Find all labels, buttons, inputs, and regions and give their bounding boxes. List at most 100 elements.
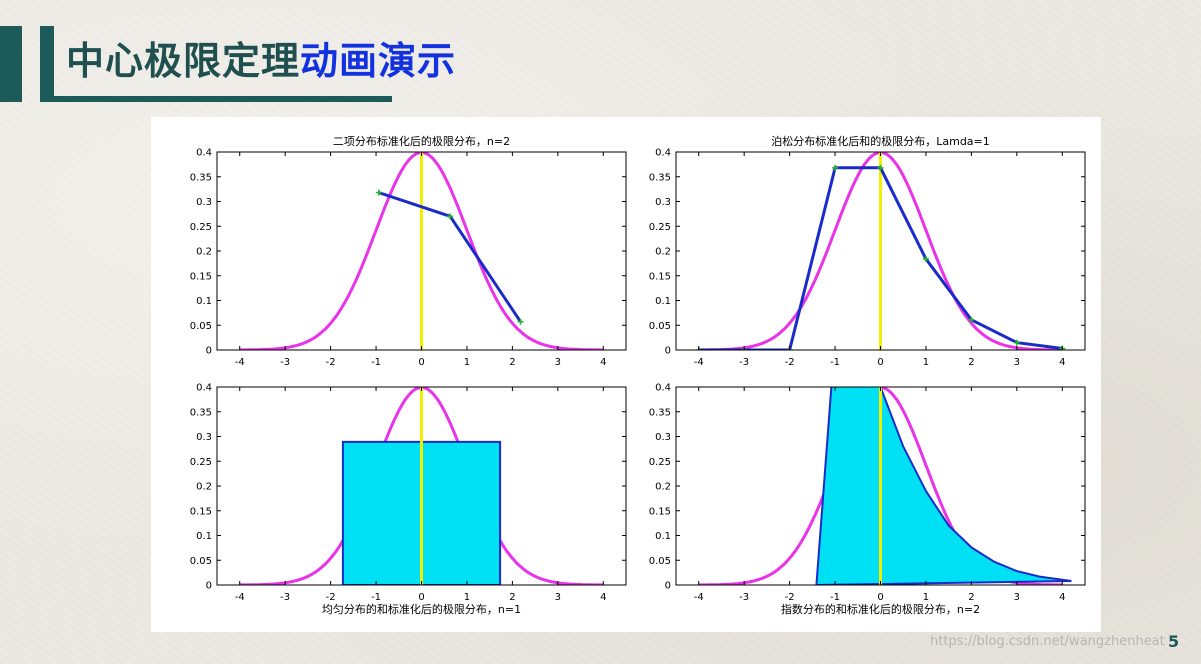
y-tick-label: 0.1 xyxy=(196,531,212,542)
y-tick-label: 0.1 xyxy=(655,296,671,307)
x-tick-label: 3 xyxy=(555,592,561,603)
x-tick-label: -1 xyxy=(830,357,840,368)
data-point xyxy=(1013,339,1020,346)
y-tick-label: 0.3 xyxy=(196,432,212,443)
y-tick-label: 0 xyxy=(665,346,671,357)
x-tick-label: 0 xyxy=(877,592,883,603)
x-tick-label: 1 xyxy=(464,357,470,368)
chart-3: -4 -3 -2 -1 0 1 2 3 4 0 0.05 0.1 0.15 0.2 0.25 0.3 0.35 0… xyxy=(190,383,627,616)
y-tick-label: 0 xyxy=(206,581,212,592)
y-tick-label: 0.05 xyxy=(190,556,212,567)
x-tick-label: 3 xyxy=(1014,357,1020,368)
x-tick-label: -2 xyxy=(785,592,795,603)
data-point xyxy=(968,316,975,323)
y-tick-label: 0.15 xyxy=(190,506,212,517)
chart-title: 指数分布的和标准化后的极限分布，n=2 xyxy=(781,602,980,616)
y-tick-label: 0.2 xyxy=(196,482,212,493)
y-tick-label: 0.05 xyxy=(649,321,671,332)
x-tick-label: -3 xyxy=(280,592,290,603)
y-tick-label: 0.25 xyxy=(649,222,671,233)
watermark: https://blog.csdn.net/wangzhenheat xyxy=(930,634,1165,649)
y-tick-label: 0.1 xyxy=(655,531,671,542)
y-tick-label: 0.1 xyxy=(196,296,212,307)
y-tick-label: 0.35 xyxy=(190,172,212,183)
x-tick-label: -3 xyxy=(739,592,749,603)
chart-panel: -4 -3 -2 -1 0 1 2 3 4 0 0.05 0.1 0.15 0.2 0.25 0.3 0.35 0… xyxy=(151,117,1101,632)
y-tick-label: 0.25 xyxy=(190,457,212,468)
y-tick-label: 0.05 xyxy=(649,556,671,567)
data-point xyxy=(922,255,929,262)
data-point xyxy=(877,164,884,171)
data-point xyxy=(832,164,839,171)
y-tick-label: 0.3 xyxy=(196,197,212,208)
x-tick-label: 0 xyxy=(418,592,424,603)
accent-bar-left xyxy=(0,26,22,102)
x-tick-label: -4 xyxy=(694,357,704,368)
y-tick-label: 0.15 xyxy=(649,506,671,517)
y-tick-label: 0 xyxy=(665,581,671,592)
x-tick-label: -4 xyxy=(235,592,245,603)
x-tick-label: 0 xyxy=(418,357,424,368)
slide-title-part2: 动画演示 xyxy=(300,39,457,83)
slide-title: 中心极限定理动画演示 xyxy=(66,30,456,85)
y-tick-label: 0.35 xyxy=(649,407,671,418)
x-tick-label: -4 xyxy=(235,357,245,368)
plot-area xyxy=(695,152,1066,350)
chart-title: 均匀分布的和标准化后的极限分布，n=1 xyxy=(322,602,521,616)
y-tick-label: 0.2 xyxy=(655,247,671,258)
x-tick-label: -1 xyxy=(371,357,381,368)
y-tick-label: 0.25 xyxy=(190,222,212,233)
x-tick-label: 1 xyxy=(923,357,929,368)
y-tick-label: 0.35 xyxy=(649,172,671,183)
y-tick-label: 0.2 xyxy=(196,247,212,258)
x-tick-label: 1 xyxy=(923,592,929,603)
x-tick-label: 2 xyxy=(968,592,974,603)
x-tick-label: 1 xyxy=(464,592,470,603)
x-tick-label: 2 xyxy=(968,357,974,368)
y-tick-label: 0.3 xyxy=(655,197,671,208)
x-tick-label: 0 xyxy=(877,357,883,368)
y-tick-label: 0.15 xyxy=(649,271,671,282)
x-tick-label: 4 xyxy=(600,592,606,603)
y-tick-label: 0.4 xyxy=(196,383,212,394)
x-tick-label: 4 xyxy=(1059,357,1065,368)
data-point xyxy=(447,213,454,220)
y-tick-label: 0.4 xyxy=(655,148,671,159)
x-tick-label: -3 xyxy=(280,357,290,368)
x-tick-label: -4 xyxy=(694,592,704,603)
x-tick-label: 4 xyxy=(600,357,606,368)
y-tick-label: 0.35 xyxy=(190,407,212,418)
accent-bar-right xyxy=(40,26,54,102)
chart-2: -4 -3 -2 -1 0 1 2 3 4 0 0.05 0.1 0.15 0.2 0.25 0.3 0.35 0… xyxy=(649,134,1086,368)
y-tick-label: 0.3 xyxy=(655,432,671,443)
filled-area xyxy=(815,387,1072,585)
x-tick-label: -3 xyxy=(739,357,749,368)
y-tick-label: 0.4 xyxy=(655,383,671,394)
charts-svg: -4 -3 -2 -1 0 1 2 3 4 0 0.05 0.1 0.15 0.2 0.25 0.3 0.35 0… xyxy=(190,134,1086,616)
plot-area xyxy=(239,152,604,350)
x-tick-label: -2 xyxy=(326,357,336,368)
y-tick-label: 0.25 xyxy=(649,457,671,468)
slide-title-part1: 中心极限定理 xyxy=(66,39,301,83)
data-point xyxy=(517,318,524,325)
chart-title: 泊松分布标准化后和的极限分布，Lamda=1 xyxy=(771,134,990,148)
page-number: 5 xyxy=(1168,632,1180,651)
y-tick-label: 0.15 xyxy=(190,271,212,282)
data-point xyxy=(375,189,382,196)
x-tick-label: 2 xyxy=(509,592,515,603)
chart-title: 二项分布标准化后的极限分布，n=2 xyxy=(333,134,510,148)
y-tick-label: 0.05 xyxy=(190,321,212,332)
x-tick-label: -2 xyxy=(785,357,795,368)
x-tick-label: -2 xyxy=(326,592,336,603)
x-tick-label: 3 xyxy=(1014,592,1020,603)
y-tick-label: 0.2 xyxy=(655,482,671,493)
x-tick-label: 4 xyxy=(1059,592,1065,603)
x-tick-label: -1 xyxy=(830,592,840,603)
chart-4: -4 -3 -2 -1 0 1 2 3 4 0 0.05 0.1 0.15 0.2 0.25 0.3 0.35 0… xyxy=(649,383,1086,616)
y-tick-label: 0.4 xyxy=(196,148,212,159)
chart-1: -4 -3 -2 -1 0 1 2 3 4 0 0.05 0.1 0.15 0.2 0.25 0.3 0.35 0… xyxy=(190,134,627,368)
x-tick-label: 3 xyxy=(555,357,561,368)
title-underline xyxy=(54,96,392,102)
x-tick-label: 2 xyxy=(509,357,515,368)
y-tick-label: 0 xyxy=(206,346,212,357)
